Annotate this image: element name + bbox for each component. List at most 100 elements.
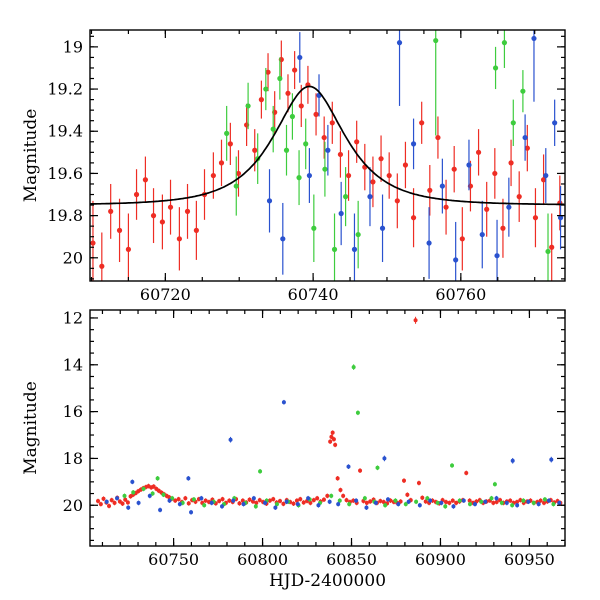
data-point bbox=[266, 198, 273, 204]
data-point bbox=[96, 499, 101, 504]
y-tick-label: 20 bbox=[63, 496, 83, 515]
data-point bbox=[551, 502, 556, 507]
x-tick-label: 60850 bbox=[326, 550, 377, 569]
series-blue bbox=[266, 30, 564, 281]
data-point bbox=[303, 141, 309, 147]
data-point bbox=[459, 236, 465, 242]
data-point bbox=[210, 172, 216, 179]
data-point bbox=[410, 141, 417, 147]
data-point bbox=[98, 502, 103, 507]
data-point bbox=[351, 246, 358, 252]
data-point bbox=[258, 97, 264, 103]
data-point bbox=[252, 147, 258, 153]
data-point bbox=[393, 498, 398, 503]
data-point bbox=[510, 120, 516, 126]
data-point bbox=[193, 227, 199, 233]
data-point bbox=[151, 484, 156, 489]
data-point bbox=[479, 499, 484, 504]
x-tick-label: 60750 bbox=[148, 550, 199, 569]
data-point bbox=[253, 504, 258, 509]
x-tick-label: 60740 bbox=[288, 285, 339, 304]
data-point bbox=[354, 139, 360, 145]
data-point bbox=[278, 499, 282, 504]
data-point bbox=[494, 253, 500, 259]
data-point bbox=[209, 500, 214, 505]
data-point bbox=[116, 227, 123, 233]
data-point bbox=[475, 149, 482, 155]
data-point bbox=[501, 40, 508, 46]
data-point bbox=[492, 65, 499, 71]
data-point bbox=[131, 490, 136, 495]
data-point bbox=[406, 499, 411, 504]
data-point bbox=[342, 194, 349, 200]
data-point bbox=[158, 507, 163, 512]
data-point bbox=[283, 147, 290, 153]
x-axis-label: HJD-2400000 bbox=[269, 571, 386, 591]
data-point bbox=[417, 503, 422, 508]
data-point bbox=[492, 170, 498, 177]
data-point bbox=[506, 204, 512, 210]
data-point bbox=[508, 160, 514, 166]
data-point bbox=[254, 500, 259, 505]
data-point bbox=[373, 500, 378, 505]
data-point bbox=[189, 510, 194, 515]
data-point bbox=[117, 499, 122, 504]
data-point bbox=[274, 502, 279, 507]
data-point bbox=[291, 501, 296, 506]
data-point bbox=[453, 257, 459, 263]
data-point bbox=[450, 463, 455, 468]
data-point bbox=[142, 177, 149, 183]
y-tick-label: 19.4 bbox=[47, 122, 83, 141]
data-point bbox=[383, 503, 388, 508]
data-point bbox=[329, 434, 334, 439]
data-point bbox=[313, 111, 319, 117]
data-point bbox=[306, 172, 313, 179]
data-point bbox=[328, 439, 333, 444]
data-point bbox=[428, 498, 433, 503]
data-point bbox=[413, 318, 418, 323]
data-point bbox=[306, 496, 311, 501]
data-point bbox=[315, 496, 320, 501]
data-point bbox=[159, 219, 165, 225]
data-point bbox=[218, 160, 225, 166]
data-point bbox=[385, 497, 390, 502]
top-panel: 60720 60740 60760 19 19.2 19.4 19.6 19.8 20 Magni… bbox=[21, 29, 566, 304]
data-point bbox=[227, 141, 233, 147]
data-point bbox=[378, 499, 383, 504]
data-point bbox=[271, 497, 276, 502]
data-point bbox=[263, 86, 269, 92]
y-tick-label: 16 bbox=[63, 402, 83, 421]
data-point bbox=[522, 134, 528, 141]
data-point bbox=[396, 40, 403, 46]
data-point bbox=[308, 500, 313, 505]
data-point bbox=[524, 145, 530, 151]
data-point bbox=[133, 191, 140, 198]
series-green bbox=[224, 30, 551, 281]
data-point bbox=[542, 500, 547, 505]
data-point bbox=[536, 502, 541, 507]
data-point bbox=[351, 498, 356, 503]
data-point bbox=[416, 481, 421, 486]
data-point bbox=[161, 492, 166, 497]
data-point bbox=[277, 75, 283, 82]
data-point bbox=[295, 502, 300, 507]
x-tick-label: 60900 bbox=[415, 550, 466, 569]
data-point bbox=[439, 500, 444, 505]
data-point bbox=[112, 500, 117, 505]
data-point bbox=[484, 206, 490, 212]
data-point bbox=[518, 498, 523, 503]
y-tick-label: 14 bbox=[63, 355, 83, 374]
data-point bbox=[298, 497, 303, 502]
data-point bbox=[311, 225, 317, 231]
data-point bbox=[220, 497, 225, 502]
data-point bbox=[321, 497, 326, 502]
data-point bbox=[184, 208, 191, 214]
data-point bbox=[311, 498, 316, 503]
data-point bbox=[451, 504, 456, 509]
data-point bbox=[410, 215, 417, 221]
data-point bbox=[401, 478, 406, 483]
y-axis-label: Magnitude bbox=[21, 381, 41, 475]
data-point bbox=[542, 497, 547, 502]
data-point bbox=[294, 498, 299, 503]
